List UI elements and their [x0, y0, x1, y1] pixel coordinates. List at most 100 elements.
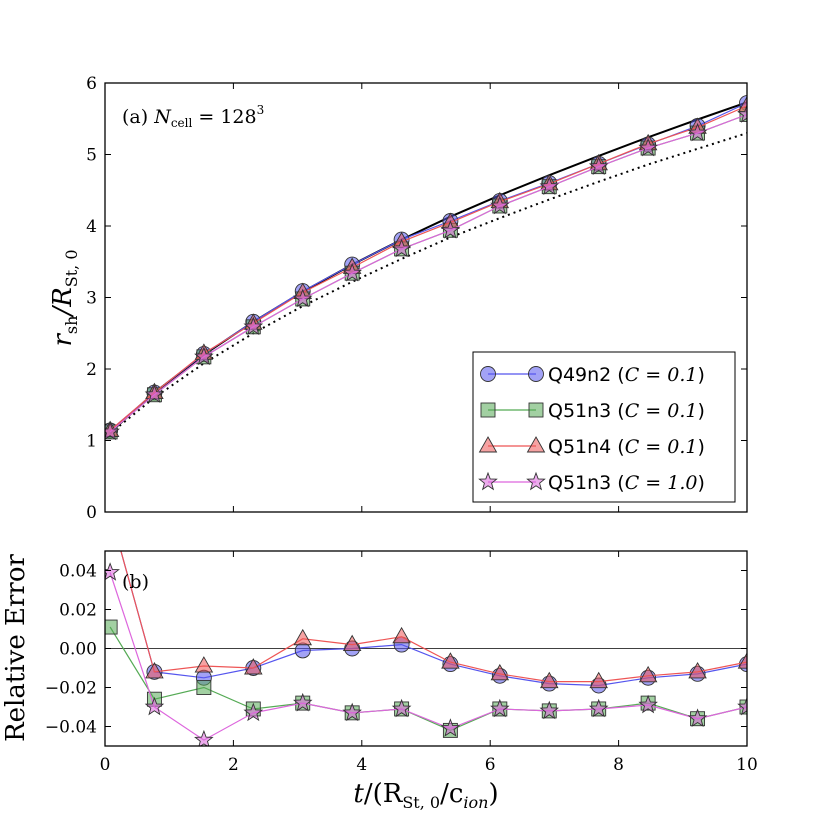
bottom-point-2-8 [490, 663, 510, 681]
x-axis-label: t/(RSt, 0/cion) [353, 779, 498, 812]
legend-label: Q51n3 (C = 0.1) [548, 400, 705, 422]
top-series-line-2 [109, 105, 747, 431]
bottom-point-3-4 [293, 692, 313, 712]
bottom-point-2-9 [539, 671, 559, 689]
bottom-point-1-0 [105, 619, 118, 635]
legend-label: Q51n4 (C = 0.1) [548, 436, 705, 458]
top-point-3-8 [490, 195, 510, 215]
bottom-point-2-11 [638, 665, 658, 683]
bottom-point-2-12 [688, 661, 707, 679]
top-ytick-label: 3 [86, 289, 97, 309]
top-ytick-label: 4 [86, 217, 97, 237]
bottom-panel: −0.04 −0.02 0.00 0.02 0.04 0 2 4 6 8 10 (b) Relati… [1, 503, 758, 812]
bottom-point-3-2 [194, 729, 214, 746]
legend-marker-right [526, 436, 546, 453]
top-point-3-9 [539, 176, 560, 196]
top-point-3-5 [342, 262, 362, 282]
legend-marker-left [478, 436, 498, 453]
top-point-3-2 [194, 346, 214, 366]
top-point-3-0 [105, 421, 120, 441]
bottom-point-2-10 [589, 671, 608, 689]
top-point-3-10 [588, 156, 609, 175]
bottom-series-line-1 [109, 626, 747, 732]
legend-marker-right [526, 471, 546, 491]
bottom-xtick-label: 6 [485, 755, 496, 775]
bottom-ytick-label: 0.04 [59, 562, 97, 582]
bottom-xtick-label: 10 [736, 755, 758, 775]
bottom-xtick-label: 0 [100, 755, 111, 775]
bottom-series-3 [105, 562, 747, 746]
bottom-xtick-label: 4 [356, 755, 367, 775]
bottom-point-3-9 [539, 700, 559, 720]
top-point-3-1 [144, 384, 165, 404]
bottom-series-line-3 [109, 572, 747, 741]
top-point-3-3 [243, 316, 264, 336]
legend-entry-1: Q51n3 (C = 0.1) [480, 400, 705, 422]
bottom-point-3-11 [638, 694, 658, 714]
legend-marker-left [478, 471, 498, 491]
top-y-axis-label: rsh/RSt, 0 [48, 249, 81, 346]
bottom-point-3-7 [440, 718, 461, 737]
top-series-line-3 [109, 113, 747, 433]
top-panel-annotation: (a) Ncell = 1283 [122, 103, 264, 130]
bottom-point-2-1 [145, 661, 164, 679]
legend-entry-3: Q51n3 (C = 1.0) [478, 471, 705, 494]
bottom-point-3-5 [342, 702, 362, 722]
bottom-ticks: −0.04 −0.02 0.00 0.02 0.04 0 2 4 6 8 10 [45, 551, 758, 775]
legend-entry-2: Q51n4 (C = 0.1) [478, 436, 705, 458]
bottom-series-line-2 [120, 551, 747, 683]
top-ytick-label: 1 [86, 432, 97, 452]
top-point-2-13 [737, 95, 747, 113]
bottom-point-2-5 [342, 634, 362, 652]
top-ytick-label: 6 [86, 74, 97, 94]
bottom-xtick-label: 2 [228, 755, 239, 775]
bottom-ytick-label: 0.00 [59, 640, 97, 660]
bottom-point-3-12 [687, 708, 708, 728]
bottom-point-1-2 [196, 680, 212, 695]
bottom-point-3-13 [737, 696, 747, 716]
bottom-point-3-10 [588, 698, 609, 718]
bottom-panel-annotation: (b) [122, 571, 149, 593]
top-point-3-7 [440, 220, 461, 239]
bottom-point-2-6 [392, 626, 411, 644]
top-ytick-label: 0 [86, 503, 97, 523]
top-series-3 [105, 104, 747, 441]
legend-marker-right [528, 366, 544, 382]
bottom-point-3-0 [105, 562, 120, 581]
top-panel: 0 1 2 3 4 5 6 (a) Ncell = 1283 rsh/RSt, 0 Q49n… [48, 74, 748, 523]
bottom-point-2-2 [194, 656, 214, 673]
bottom-point-3-1 [144, 696, 165, 716]
top-point-3-12 [687, 122, 708, 142]
bottom-point-2-13 [737, 652, 747, 669]
bottom-point-3-8 [490, 698, 510, 718]
legend-entry-0: Q49n2 (C = 0.1) [480, 364, 705, 386]
legend-label: Q49n2 (C = 0.1) [548, 364, 705, 386]
legend: Q49n2 (C = 0.1) Q51n3 (C = 0.1) Q51n4 (C =… [472, 351, 736, 503]
bottom-point-2-3 [244, 658, 263, 675]
bottom-point-2-4 [293, 628, 313, 646]
bottom-point-3-6 [391, 698, 412, 718]
legend-marker-left [480, 366, 496, 382]
bottom-point-2-0 [102, 503, 119, 518]
bottom-series-group [102, 503, 747, 746]
bottom-xtick-label: 8 [613, 755, 624, 775]
top-point-3-11 [638, 137, 658, 157]
top-series-group [105, 95, 747, 441]
legend-box [472, 351, 736, 503]
bottom-y-axis-label: Relative Error [1, 554, 31, 742]
top-ytick-label: 2 [86, 360, 97, 380]
bottom-point-2-7 [441, 652, 460, 669]
top-point-3-13 [737, 104, 747, 123]
top-point-3-6 [391, 238, 412, 258]
bottom-ytick-label: 0.02 [59, 601, 97, 621]
legend-label: Q51n3 (C = 1.0) [548, 472, 705, 494]
bottom-ytick-label: −0.02 [45, 679, 97, 699]
bottom-series-2 [102, 503, 747, 689]
top-point-3-4 [292, 288, 313, 308]
legend-marker-right [528, 402, 544, 418]
top-ytick-label: 5 [86, 146, 97, 166]
top-ticks: 0 1 2 3 4 5 6 [86, 74, 748, 523]
bottom-ytick-label: −0.04 [45, 718, 97, 738]
legend-marker-left [480, 402, 496, 418]
